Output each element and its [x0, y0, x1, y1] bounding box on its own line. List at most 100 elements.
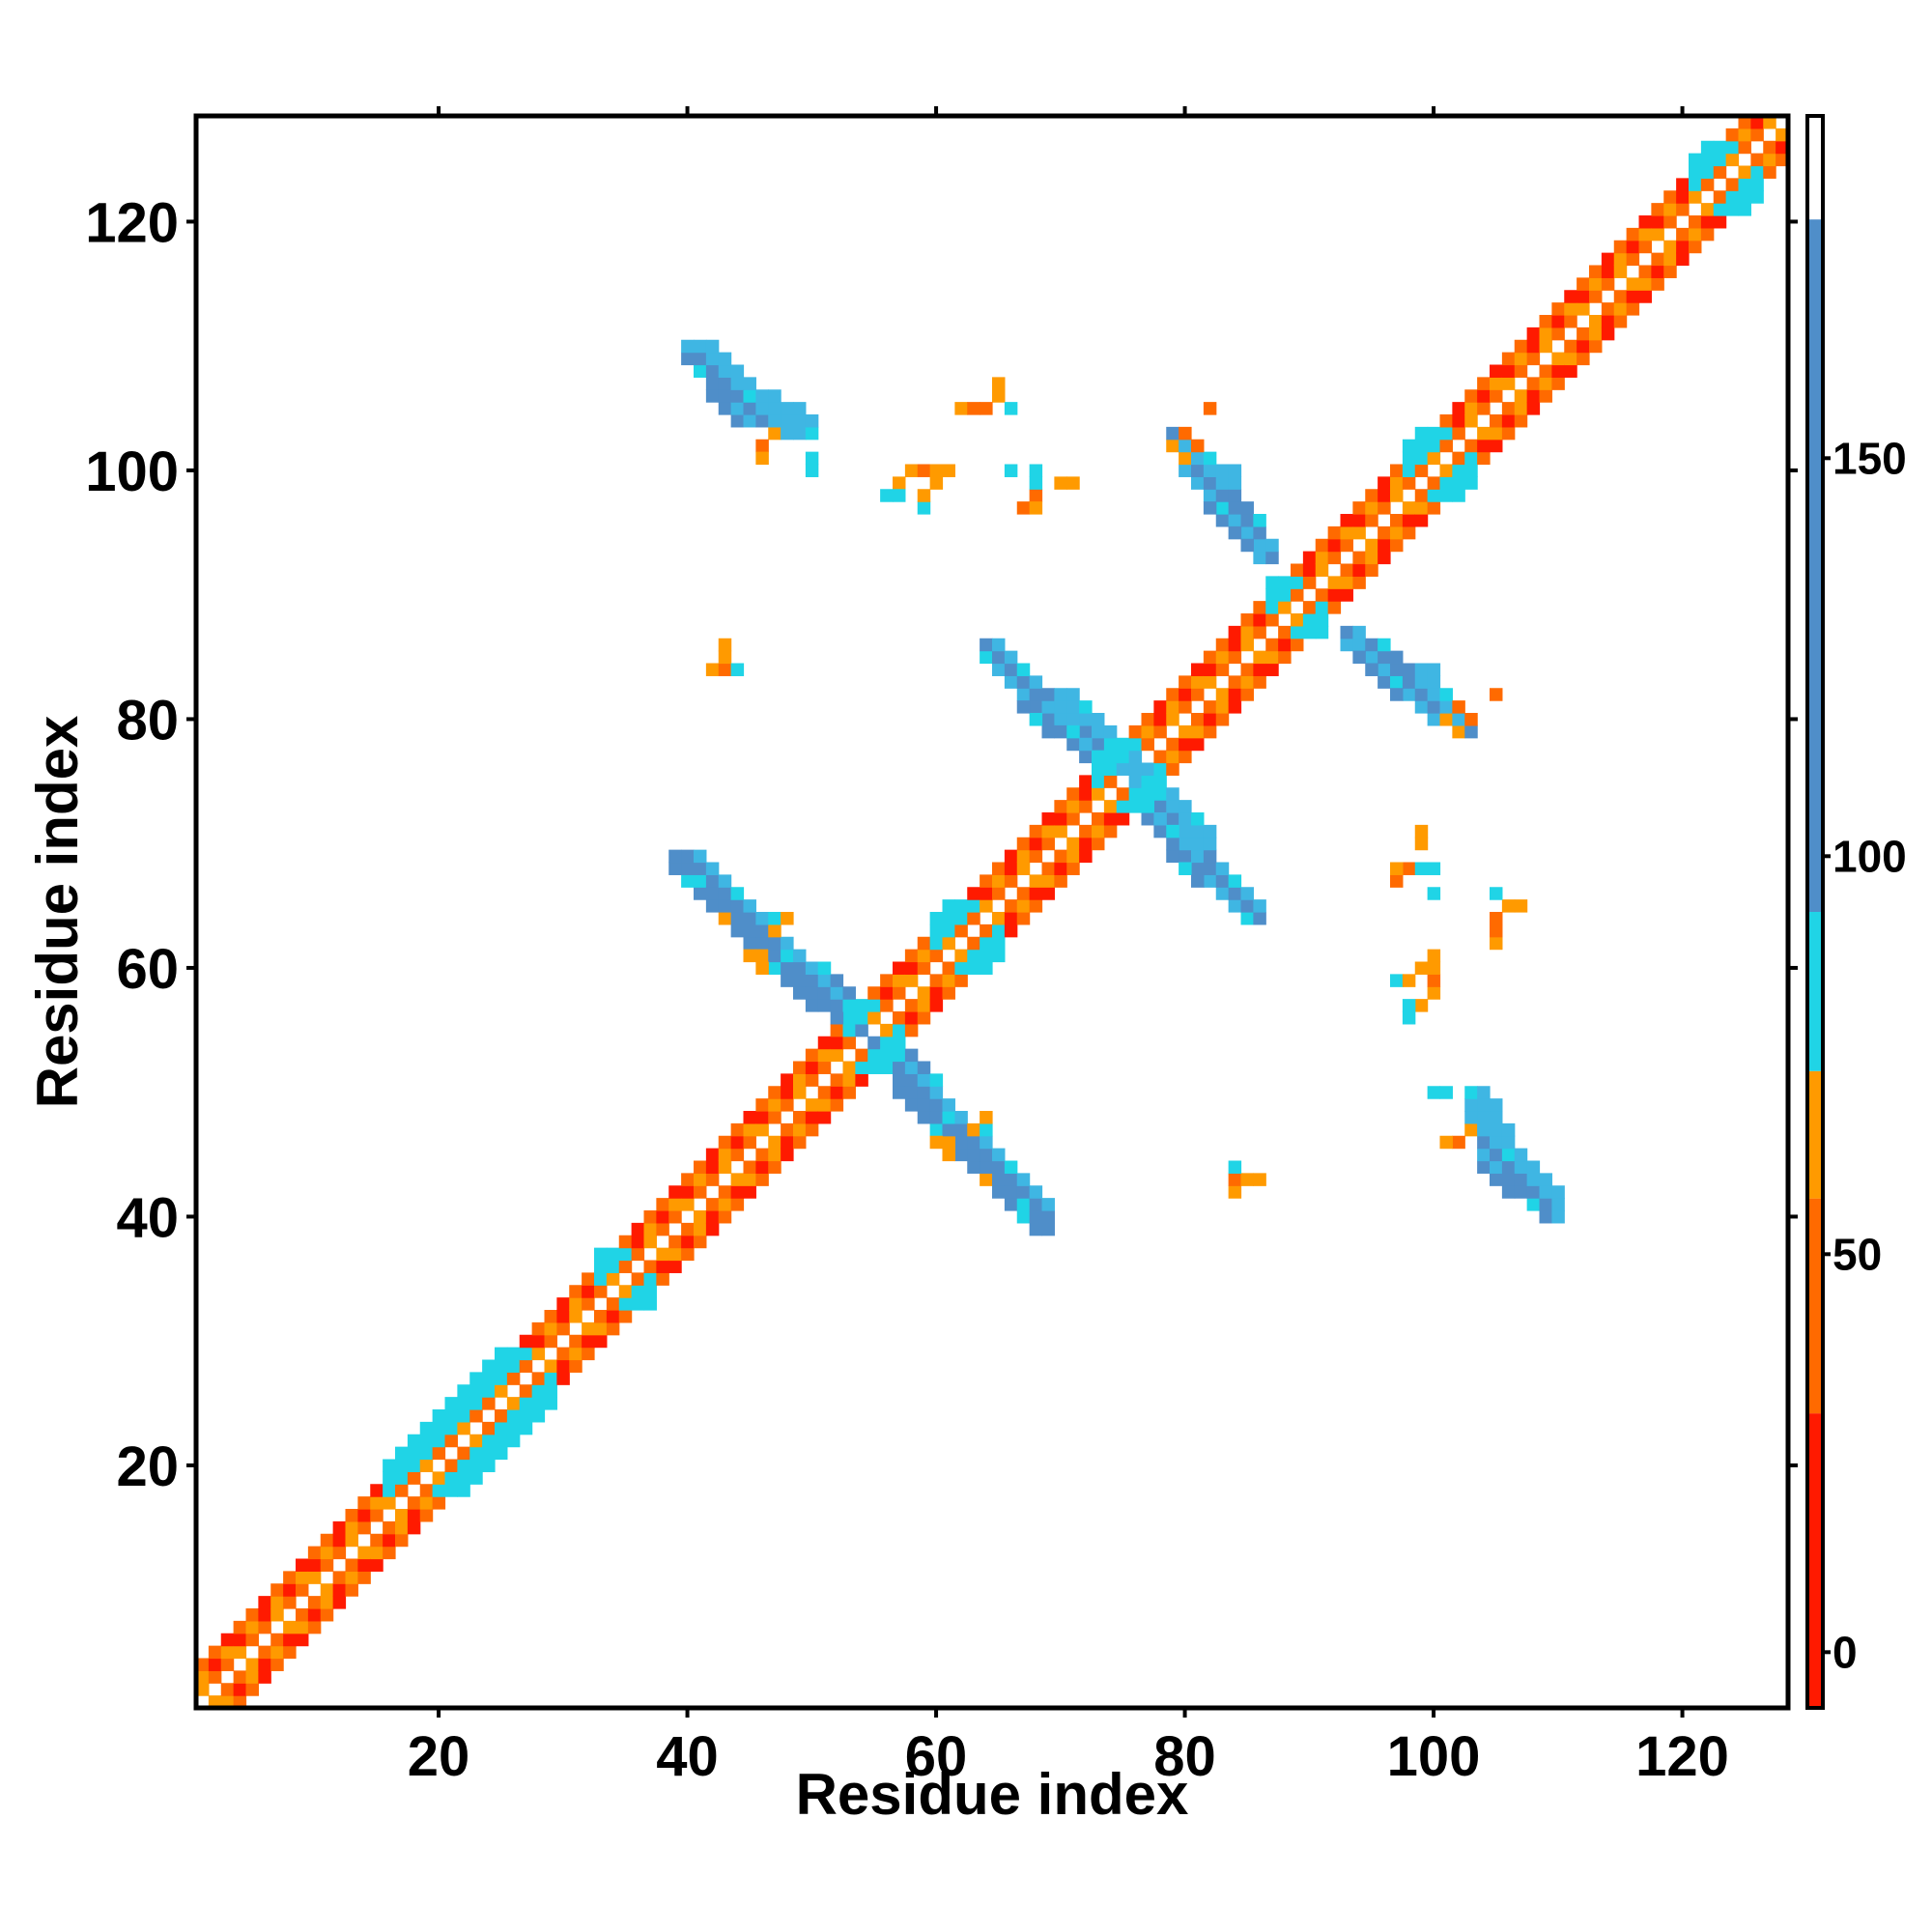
heatmap-cell	[1514, 352, 1528, 366]
heatmap-cell	[1676, 240, 1690, 254]
heatmap-cell	[1092, 824, 1105, 838]
heatmap-cell	[1713, 190, 1727, 204]
heatmap-cell	[1750, 128, 1764, 142]
heatmap-cell	[1203, 663, 1217, 676]
heatmap-cell	[1725, 190, 1740, 204]
heatmap-cell	[992, 650, 1006, 665]
heatmap-cell	[1490, 364, 1503, 378]
heatmap-cell	[457, 1459, 470, 1472]
heatmap-cell	[1725, 153, 1740, 167]
heatmap-cell	[1079, 750, 1093, 764]
heatmap-cell	[1054, 849, 1067, 864]
heatmap-cell	[1153, 824, 1167, 838]
heatmap-cell	[681, 1247, 695, 1262]
heatmap-cell	[781, 414, 794, 428]
heatmap-cell	[1315, 563, 1329, 577]
heatmap-cell	[893, 1023, 906, 1037]
heatmap-cell	[992, 638, 1006, 652]
heatmap-cell	[1477, 1086, 1491, 1099]
heatmap-cell	[1179, 464, 1192, 477]
heatmap-cell	[893, 1048, 906, 1063]
heatmap-cell	[1103, 724, 1118, 739]
heatmap-cell	[1240, 1173, 1254, 1186]
heatmap-cell	[880, 1023, 894, 1037]
heatmap-cell	[582, 1285, 595, 1298]
heatmap-cell	[519, 1347, 533, 1361]
heatmap-cell	[1564, 352, 1577, 366]
heatmap-cell	[569, 1285, 582, 1298]
heatmap-cell	[1464, 724, 1478, 739]
heatmap-cell	[495, 1347, 508, 1361]
heatmap-cell	[830, 999, 844, 1012]
heatmap-cell	[793, 414, 807, 428]
heatmap-cell	[980, 650, 993, 665]
heatmap-cell	[1240, 613, 1254, 627]
heatmap-cell	[1166, 849, 1179, 864]
heatmap-cell	[1514, 1185, 1528, 1199]
heatmap-cell	[1539, 1185, 1552, 1199]
heatmap-cell	[1203, 650, 1217, 665]
heatmap-cell	[631, 1297, 645, 1311]
heatmap-cell	[805, 1048, 819, 1063]
heatmap-cell	[258, 1608, 271, 1622]
heatmap-cell	[1253, 912, 1266, 925]
heatmap-cell	[245, 1608, 259, 1622]
heatmap-cell	[755, 1160, 769, 1174]
heatmap-cell	[1750, 190, 1764, 204]
heatmap-cell	[705, 874, 720, 888]
heatmap-cell	[917, 961, 931, 975]
heatmap-cell	[730, 1135, 745, 1150]
heatmap-cell	[332, 1596, 347, 1609]
heatmap-cell	[1663, 252, 1677, 267]
heatmap-cell	[1103, 750, 1118, 764]
heatmap-cell	[1427, 961, 1441, 975]
heatmap-cell	[1613, 240, 1628, 254]
heatmap-cell	[1501, 402, 1516, 415]
colorbar-frame	[1805, 114, 1825, 1710]
heatmap-cell	[929, 936, 944, 951]
heatmap-cell	[694, 364, 707, 378]
heatmap-cell	[842, 1061, 856, 1074]
heatmap-cell	[893, 1036, 906, 1050]
heatmap-cell	[694, 1210, 707, 1224]
heatmap-cell	[755, 439, 769, 453]
heatmap-cell	[383, 1459, 396, 1472]
heatmap-cell	[1427, 439, 1441, 453]
heatmap-cell	[980, 923, 993, 938]
heatmap-cell	[1016, 1173, 1031, 1186]
heatmap-cell	[1390, 862, 1404, 875]
heatmap-cell	[1577, 277, 1590, 291]
heatmap-cell	[1551, 1185, 1565, 1199]
heatmap-cell	[942, 961, 955, 975]
heatmap-cell	[705, 1210, 720, 1224]
heatmap-cell	[643, 1260, 657, 1273]
heatmap-cell	[1179, 700, 1192, 714]
heatmap-cell	[917, 986, 931, 1000]
heatmap-cell	[718, 1210, 732, 1224]
heatmap-cell	[1291, 625, 1304, 639]
heatmap-cell	[1601, 277, 1615, 291]
heatmap-cell	[917, 1111, 931, 1124]
heatmap-cell	[755, 1148, 769, 1162]
heatmap-cell	[1302, 625, 1317, 639]
heatmap-cell	[482, 1384, 496, 1398]
heatmap-cell	[1663, 215, 1677, 229]
heatmap-cell	[904, 974, 919, 987]
heatmap-cell	[1414, 464, 1429, 477]
heatmap-cell	[1004, 650, 1018, 665]
y-axis-ticks: 20 40 60 80 100 120	[85, 191, 1798, 1498]
heatmap-cell	[893, 1011, 906, 1025]
heatmap-cell	[755, 936, 769, 951]
heatmap-cell	[817, 1048, 832, 1063]
heatmap-cell	[1179, 426, 1192, 440]
heatmap-cell	[942, 912, 955, 925]
heatmap-cell	[1464, 1111, 1478, 1124]
heatmap-cell	[942, 1135, 955, 1150]
heatmap-cell	[1439, 464, 1453, 477]
heatmap-cell	[768, 414, 781, 428]
heatmap-cell	[220, 1645, 235, 1660]
heatmap-cell	[643, 1235, 657, 1249]
heatmap-cell	[1390, 489, 1404, 502]
heatmap-cell	[768, 1135, 781, 1150]
